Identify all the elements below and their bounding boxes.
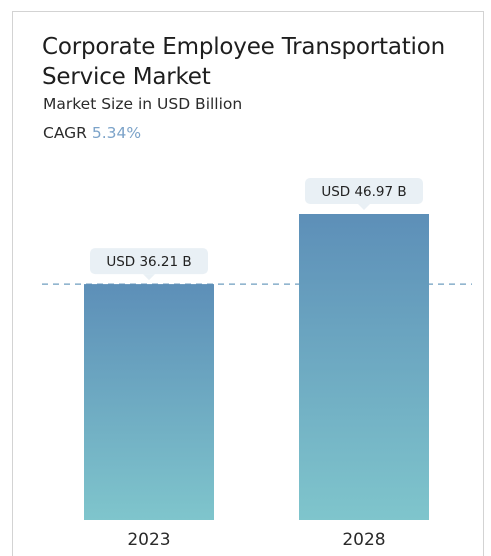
cagr-text: CAGR 5.34% xyxy=(43,124,141,142)
data-label-2028: USD 46.97 B xyxy=(305,178,423,210)
data-label-text: USD 36.21 B xyxy=(106,254,191,270)
cagr-value: 5.34% xyxy=(91,124,142,142)
data-label-pointer xyxy=(358,204,370,210)
data-label-bg xyxy=(90,248,208,275)
data-label-2023: USD 36.21 B xyxy=(90,248,208,281)
data-label-pointer xyxy=(143,274,155,281)
chart-subtitle: Market Size in USD Billion xyxy=(43,95,243,113)
x-tick-label-2023: 2023 xyxy=(127,530,170,550)
x-tick-label-2028: 2028 xyxy=(342,530,385,550)
cagr-label: CAGR xyxy=(43,124,87,142)
data-label-text: USD 46.97 B xyxy=(321,184,406,200)
bar-2023 xyxy=(84,284,214,520)
data-label-bg xyxy=(305,178,423,204)
bar-2028 xyxy=(299,214,429,520)
chart-title: Corporate Employee Transportation Servic… xyxy=(42,34,445,90)
